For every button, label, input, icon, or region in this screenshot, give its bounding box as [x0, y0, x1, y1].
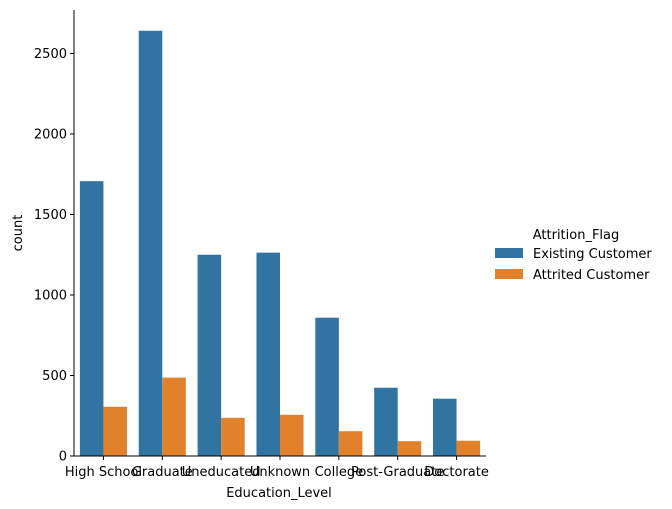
bar-attrited-customer-5: [397, 441, 422, 456]
y-tick-label: 0: [59, 450, 67, 465]
y-tick-label: 500: [42, 369, 67, 384]
legend-label-existing-customer: Existing Customer: [533, 247, 652, 262]
x-tick-label: Doctorate: [424, 465, 489, 480]
x-tick-label: High School: [65, 465, 142, 480]
bars-group: [79, 30, 481, 457]
y-tick-label: 1500: [34, 208, 67, 223]
bar-attrited-customer-1: [162, 377, 186, 456]
legend: Attrition_Flag Existing Customer Attrited…: [495, 228, 652, 283]
bar-existing-customer-1: [138, 30, 163, 457]
legend-label-attrited-customer: Attrited Customer: [533, 268, 650, 283]
bar-existing-customer-6: [433, 398, 457, 456]
y-tick-label: 2000: [34, 127, 67, 142]
x-tick-label: Unknown: [250, 465, 310, 480]
x-tick-label: College: [315, 465, 364, 480]
bar-attrited-customer-0: [103, 406, 127, 456]
bar-attrited-customer-6: [456, 440, 481, 456]
legend-swatch-existing-customer: [495, 248, 523, 258]
bar-existing-customer-3: [256, 252, 280, 456]
bar-existing-customer-5: [374, 387, 398, 456]
bar-attrited-customer-2: [221, 417, 245, 456]
x-axis-label: Education_Level: [226, 486, 332, 501]
y-axis-label: count: [11, 215, 26, 252]
x-tick-label: Post-Graduate: [351, 465, 444, 480]
bar-existing-customer-0: [79, 181, 104, 456]
y-tick-label: 2500: [34, 47, 67, 62]
legend-swatch-attrited-customer: [495, 269, 523, 279]
bar-existing-customer-4: [315, 317, 339, 456]
bar-existing-customer-2: [197, 254, 222, 456]
y-axis: 0 500 1000 1500 2000 2500: [34, 10, 75, 465]
legend-title: Attrition_Flag: [533, 228, 620, 243]
bar-attrited-customer-4: [338, 431, 363, 456]
y-tick-label: 1000: [34, 288, 67, 303]
x-tick-label: Graduate: [132, 465, 193, 480]
bar-attrited-customer-3: [280, 414, 304, 456]
x-tick-label: Uneducated: [182, 465, 261, 480]
